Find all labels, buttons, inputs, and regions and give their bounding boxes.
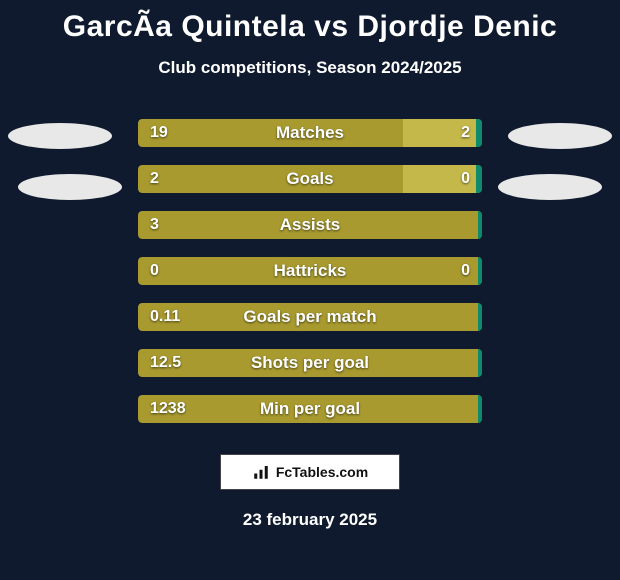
stat-bar: 12.5Shots per goal bbox=[138, 349, 482, 377]
stat-right-cap bbox=[478, 303, 482, 331]
brand-badge: FcTables.com bbox=[220, 454, 400, 490]
stat-row: 20Goals bbox=[0, 156, 620, 202]
stat-right-cap bbox=[476, 119, 482, 147]
stat-fill-left bbox=[138, 395, 482, 423]
stat-right-cap bbox=[476, 165, 482, 193]
stat-bar: 0.11Goals per match bbox=[138, 303, 482, 331]
page-title: GarcÃ­a Quintela vs Djordje Denic bbox=[0, 0, 620, 44]
stat-right-cap bbox=[478, 395, 482, 423]
stat-row: 0.11Goals per match bbox=[0, 294, 620, 340]
stat-bar: 00Hattricks bbox=[138, 257, 482, 285]
brand-text: FcTables.com bbox=[276, 464, 368, 480]
stat-fill-right bbox=[403, 165, 482, 193]
brand-chart-icon bbox=[252, 463, 270, 481]
stat-value-left: 1238 bbox=[150, 395, 186, 423]
stat-value-left: 3 bbox=[150, 211, 159, 239]
stat-row: 3Assists bbox=[0, 202, 620, 248]
stat-bar: 1238Min per goal bbox=[138, 395, 482, 423]
stat-fill-left bbox=[138, 257, 482, 285]
stat-fill-left bbox=[138, 303, 482, 331]
stat-row: 1238Min per goal bbox=[0, 386, 620, 432]
stat-value-left: 2 bbox=[150, 165, 159, 193]
date-text: 23 february 2025 bbox=[0, 510, 620, 530]
stat-fill-right bbox=[403, 119, 482, 147]
stat-right-cap bbox=[478, 257, 482, 285]
stat-value-left: 0 bbox=[150, 257, 159, 285]
stat-fill-left bbox=[138, 119, 403, 147]
stat-row: 12.5Shots per goal bbox=[0, 340, 620, 386]
stat-right-cap bbox=[478, 349, 482, 377]
stat-bar: 3Assists bbox=[138, 211, 482, 239]
stat-value-right: 2 bbox=[461, 119, 470, 147]
stat-bar: 20Goals bbox=[138, 165, 482, 193]
stat-fill-left bbox=[138, 211, 482, 239]
stat-row: 00Hattricks bbox=[0, 248, 620, 294]
page-subtitle: Club competitions, Season 2024/2025 bbox=[0, 58, 620, 78]
stat-fill-left bbox=[138, 165, 403, 193]
stat-value-right: 0 bbox=[461, 257, 470, 285]
stat-fill-left bbox=[138, 349, 482, 377]
stat-value-right: 0 bbox=[461, 165, 470, 193]
stat-bar: 192Matches bbox=[138, 119, 482, 147]
stat-value-left: 12.5 bbox=[150, 349, 181, 377]
stat-rows: 192Matches20Goals3Assists00Hattricks0.11… bbox=[0, 110, 620, 432]
stat-value-left: 0.11 bbox=[150, 303, 180, 331]
stat-right-cap bbox=[478, 211, 482, 239]
stat-row: 192Matches bbox=[0, 110, 620, 156]
stat-value-left: 19 bbox=[150, 119, 168, 147]
